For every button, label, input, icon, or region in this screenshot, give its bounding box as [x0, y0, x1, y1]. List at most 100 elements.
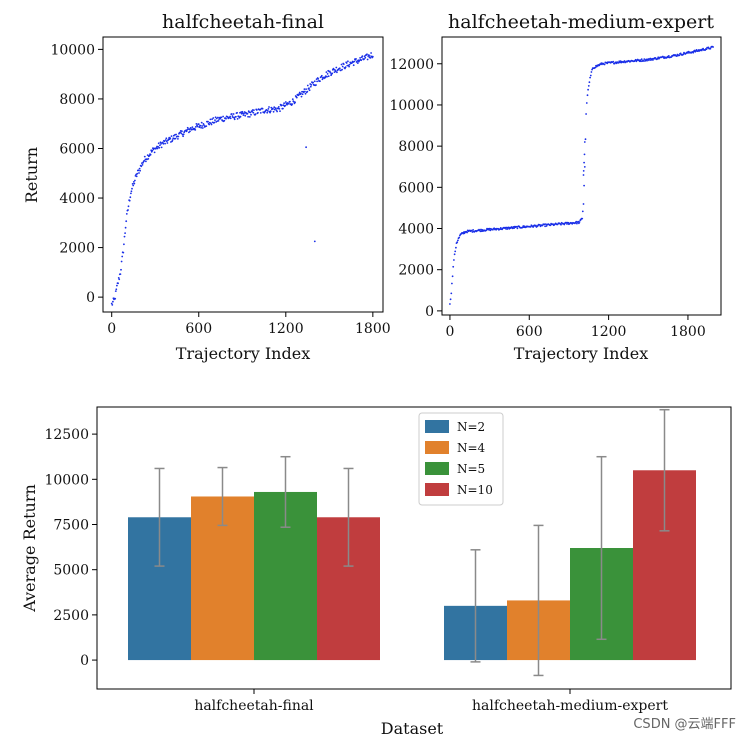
scatter-point [177, 135, 180, 138]
scatter-point [356, 62, 359, 64]
scatter-point [305, 88, 307, 90]
scatter-point [255, 109, 258, 111]
scatter-point [284, 101, 287, 103]
scatter-point [277, 106, 280, 108]
scatter-point [195, 123, 198, 125]
y-tick-label: 0 [425, 304, 434, 320]
scatter-point [289, 100, 291, 103]
scatter-point [567, 221, 570, 224]
scatter-point [131, 187, 133, 190]
scatter-point [306, 84, 309, 87]
scatter-point [117, 282, 119, 285]
scatter-point [449, 298, 452, 301]
scatter-point [488, 227, 491, 230]
scatter-point [369, 57, 372, 59]
scatter-point [516, 227, 519, 230]
scatter-point [163, 140, 166, 143]
scatter-point [123, 243, 125, 246]
scatter-point [319, 80, 321, 82]
scatter-point [329, 72, 332, 74]
y-tick-label: 10000 [44, 472, 89, 488]
scatter-point [282, 107, 284, 110]
scatter-point [124, 232, 126, 235]
scatter-point [370, 52, 372, 54]
scatter-point [587, 88, 589, 91]
scatter-point [352, 64, 355, 67]
scatter-point [252, 111, 255, 114]
scatter-point [151, 149, 154, 152]
scatter-point [347, 60, 349, 63]
scatter-point [157, 145, 160, 148]
scatter-point [326, 73, 329, 75]
scatter-point [317, 78, 320, 80]
scatter-point [141, 164, 144, 166]
scatter-point [114, 290, 117, 292]
scatter-point [130, 190, 133, 193]
scatter-point [327, 75, 330, 78]
scatter-point [457, 239, 459, 242]
scatter-point [170, 135, 173, 138]
y-tick-label: 2500 [53, 608, 89, 624]
x-tick-label: 0 [107, 321, 116, 337]
scatter-point [353, 60, 356, 63]
scatter-point [253, 109, 255, 111]
y-tick-label: 6000 [398, 180, 434, 196]
scatter-point [295, 96, 298, 99]
x-axis-label: Trajectory Index [176, 344, 310, 363]
scatter-point [160, 146, 163, 149]
scatter-point [211, 118, 214, 120]
scatter-point [513, 227, 515, 230]
legend-swatch [425, 462, 449, 475]
scatter-point [687, 52, 689, 54]
scatter-point [213, 121, 216, 124]
scatter-point [157, 142, 160, 145]
scatter-point [196, 125, 199, 128]
scatter-point [348, 63, 351, 66]
scatter-point [583, 184, 585, 187]
scatter-point [306, 90, 309, 93]
chart-title: halfcheetah-final [162, 11, 324, 33]
scatter-point [208, 123, 211, 126]
scatter-point [191, 126, 194, 128]
chart-title: halfcheetah-medium-expert [448, 11, 714, 33]
x-tick-label: halfcheetah-final [194, 698, 314, 714]
scatter-point [640, 58, 643, 61]
scatter-point [361, 55, 364, 57]
scatter-point [254, 113, 257, 115]
scatter-point [214, 116, 217, 119]
scatter-point [586, 94, 589, 97]
scatter-point [174, 137, 177, 140]
scatter-point [466, 231, 468, 234]
y-tick-label: 2000 [398, 263, 434, 279]
scatter-point [642, 60, 645, 62]
scatter-point [623, 60, 626, 62]
scatter-point [131, 183, 134, 185]
scatter-point [143, 155, 146, 158]
scatter-point [308, 87, 310, 90]
y-tick-label: 7500 [53, 518, 89, 534]
scatter-point [111, 304, 114, 306]
scatter-point [201, 127, 204, 129]
scatter-point [225, 117, 227, 120]
scatter-point [578, 221, 581, 223]
scatter-point [257, 111, 259, 114]
scatter-point [249, 111, 252, 114]
scatter-point [324, 76, 327, 79]
scatter-point [463, 232, 466, 235]
scatter-point [348, 65, 350, 68]
scatter-point [128, 199, 131, 202]
scatter-point [182, 135, 185, 138]
x-tick-label: 0 [445, 324, 454, 340]
scatter-point [312, 81, 314, 84]
scatter-point [203, 124, 205, 126]
scatter-outlier [583, 161, 585, 164]
scatter-point [166, 142, 169, 144]
scatter-point [146, 154, 149, 157]
scatter-point [313, 80, 316, 83]
scatter-outlier [583, 153, 586, 156]
scatter-point [162, 142, 165, 145]
scatter-point [212, 117, 215, 119]
scatter-point [267, 108, 270, 110]
scatter-point [201, 125, 204, 127]
scatter-point [194, 129, 197, 131]
